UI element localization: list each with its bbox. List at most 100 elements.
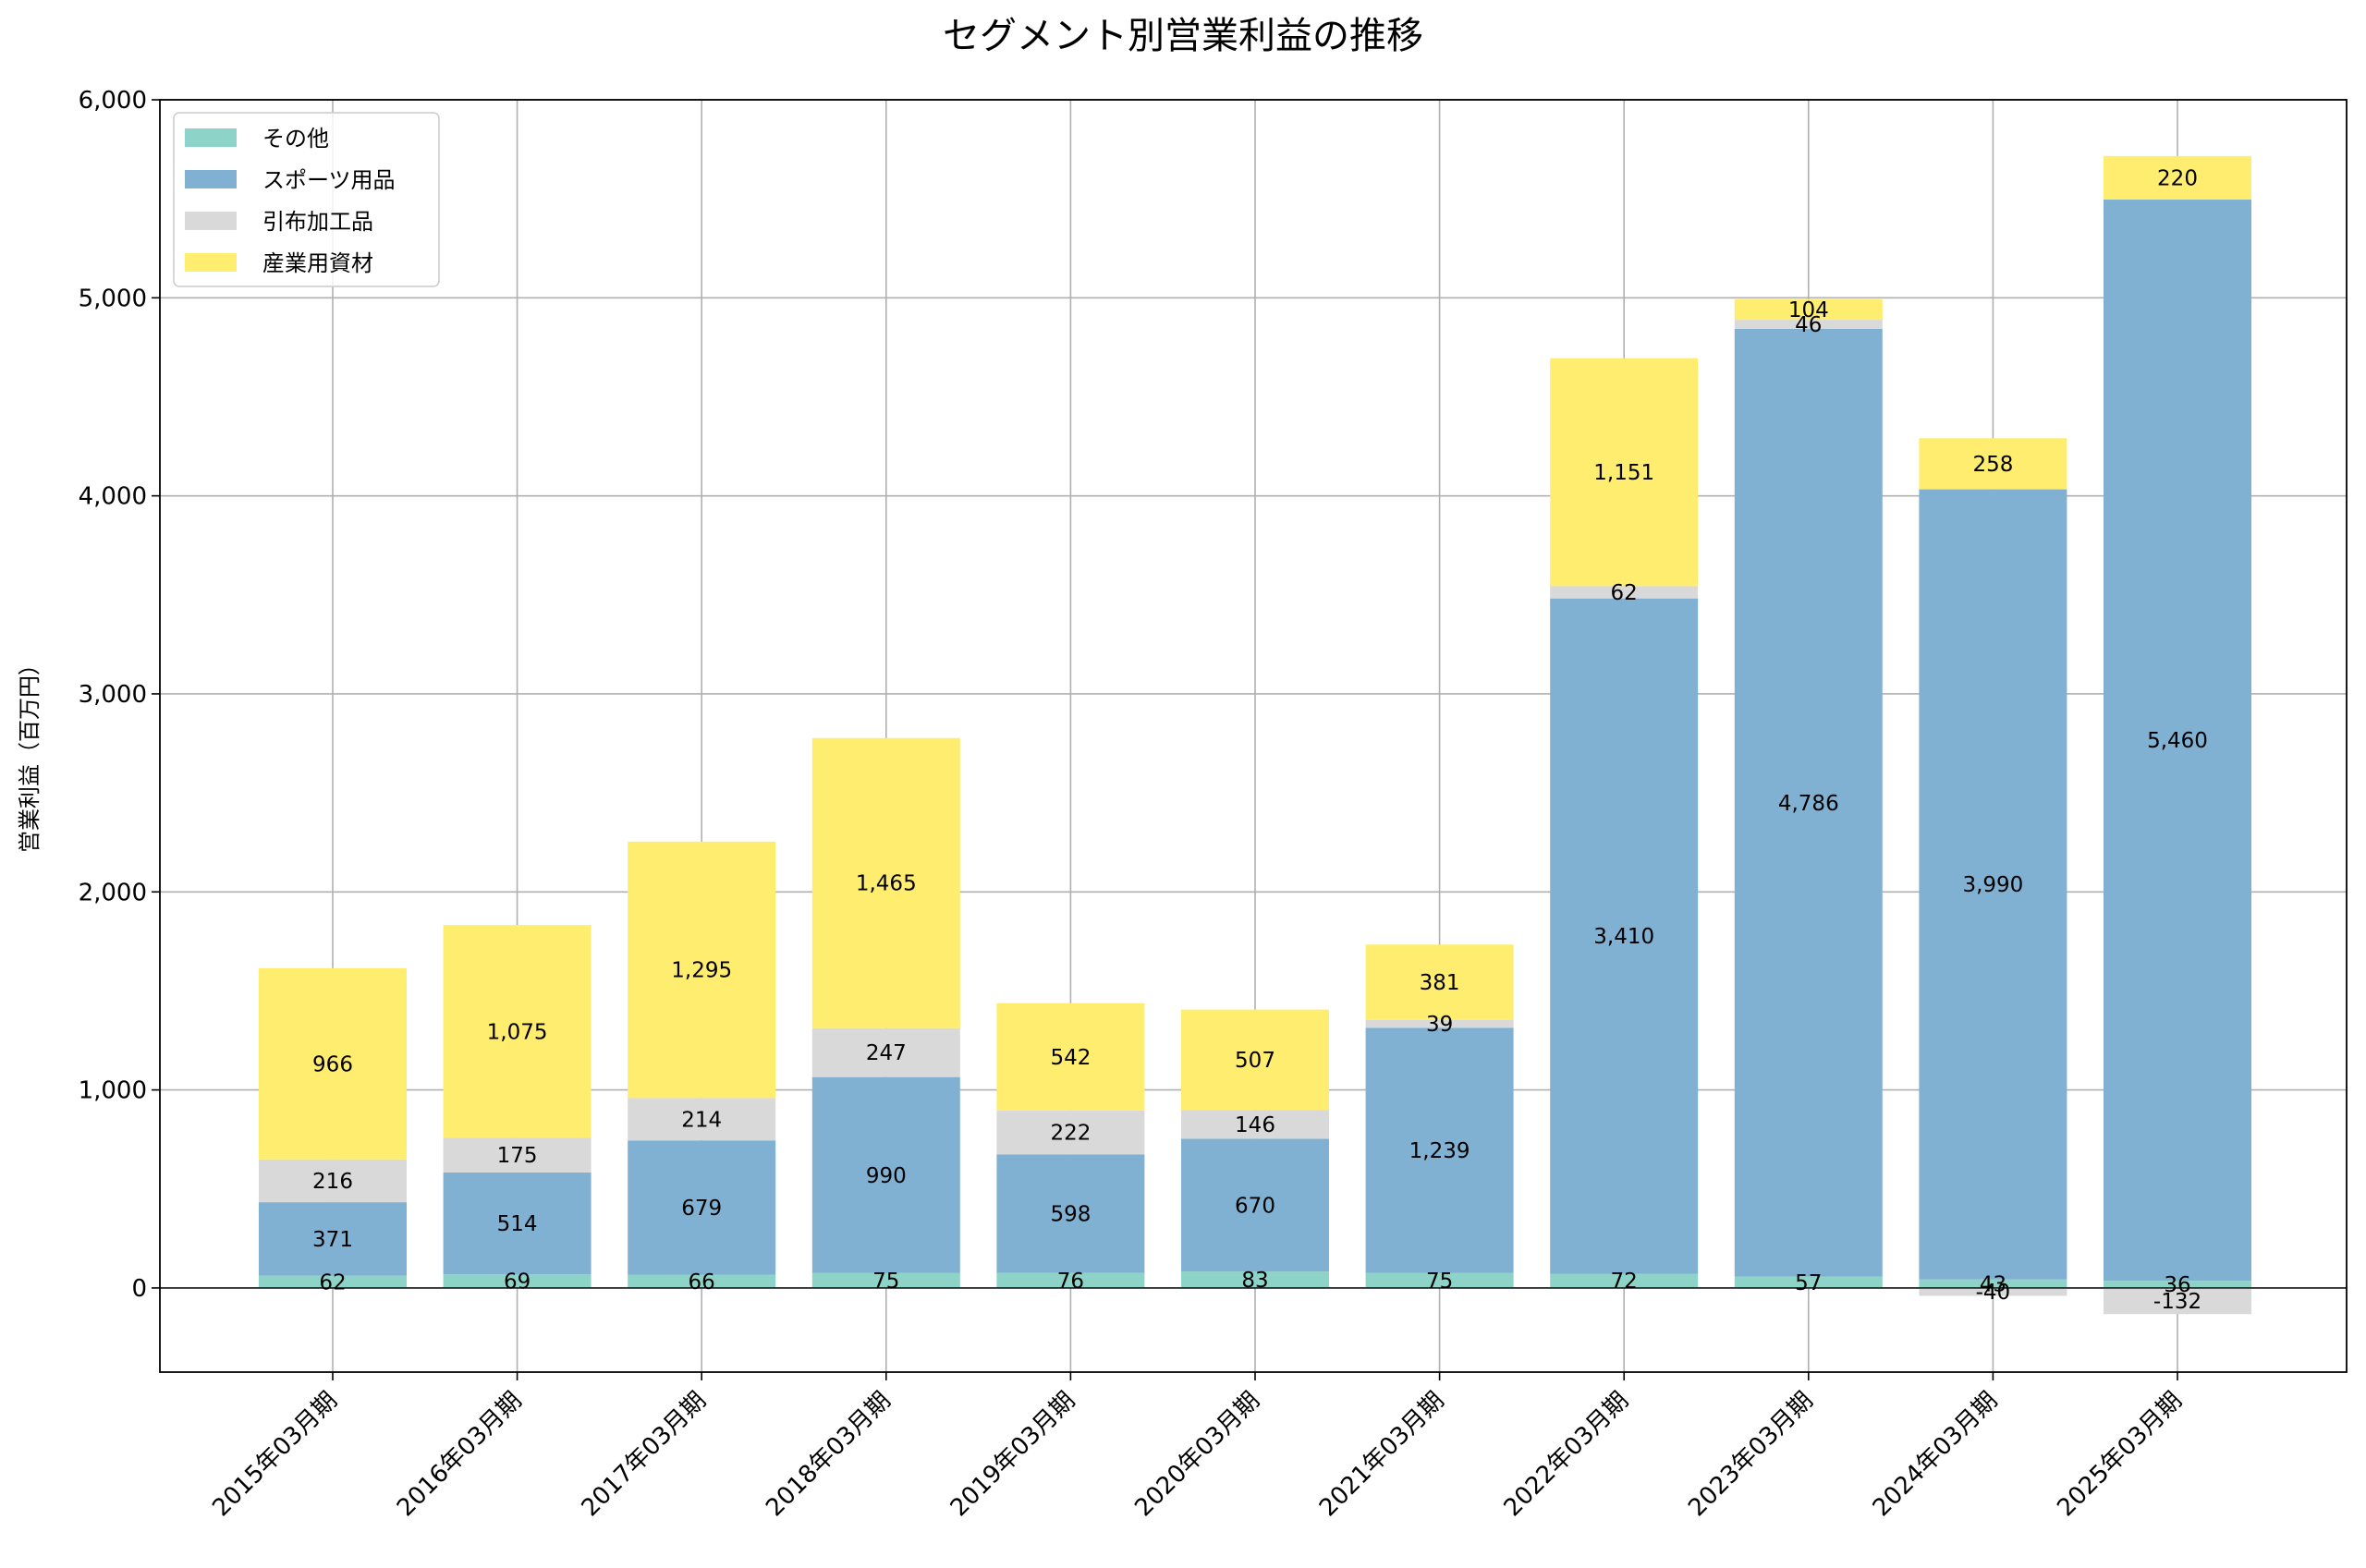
data-label: 146	[1235, 1113, 1275, 1137]
bar-segment	[628, 841, 776, 1099]
bar-segment	[628, 1274, 776, 1288]
data-label: 598	[1050, 1203, 1091, 1227]
bar-segment	[996, 1154, 1145, 1273]
x-tick-label: 2020年03月期	[1129, 1387, 1265, 1523]
data-label: 371	[312, 1228, 353, 1252]
legend-label: スポーツ用品	[262, 167, 396, 193]
data-label: 542	[1050, 1046, 1091, 1070]
data-label: 69	[504, 1270, 531, 1295]
bar-segment	[811, 1272, 960, 1288]
data-label: 381	[1420, 971, 1460, 995]
bar-segment	[1365, 944, 1514, 1020]
bars	[259, 155, 2251, 1315]
bar-segment	[1919, 438, 2067, 490]
legend-label: 引布加工品	[262, 209, 373, 235]
y-tick-label: 6,000	[79, 87, 147, 115]
data-label: 1,151	[1593, 461, 1654, 485]
data-label: 679	[681, 1197, 722, 1221]
data-label: 175	[497, 1144, 538, 1168]
y-tick-label: 0	[131, 1275, 147, 1303]
bar-segment	[2104, 1287, 2251, 1315]
data-labels: 62 69 66 75 76 83 75 72 57 43 36 371 514 679 990 598 670…	[312, 166, 2208, 1314]
data-label: 220	[2157, 166, 2198, 190]
bar-segment	[1550, 358, 1699, 587]
legend-label: その他	[262, 126, 329, 152]
x-tick-label: 2019年03月期	[945, 1387, 1081, 1523]
bar-segment	[1734, 1276, 1883, 1288]
bar-segment	[1181, 1110, 1329, 1139]
data-label: 670	[1235, 1194, 1275, 1218]
bar-segment	[1181, 1138, 1329, 1272]
data-label: 258	[1972, 453, 2013, 477]
bar-segment	[996, 1110, 1145, 1155]
bar-segment	[1734, 298, 1883, 321]
bar-segment	[811, 1076, 960, 1273]
data-label: 514	[497, 1212, 538, 1236]
data-label: 57	[1795, 1271, 1822, 1295]
x-tick-label: 2015年03月期	[207, 1387, 343, 1523]
bar-segment	[1365, 1272, 1514, 1288]
x-tick-label: 2017年03月期	[577, 1387, 713, 1523]
y-tick-label: 1,000	[79, 1077, 147, 1105]
legend-box	[173, 112, 440, 287]
y-tick-label: 2,000	[79, 879, 147, 906]
bar-segment	[1550, 598, 1699, 1274]
legend-label: 産業用資材	[262, 250, 373, 276]
data-label: 216	[312, 1170, 353, 1194]
bar-segment	[628, 1098, 776, 1141]
data-label: 966	[312, 1052, 353, 1076]
bar-segment	[2104, 200, 2251, 1282]
data-label: 3,990	[1962, 873, 2023, 897]
data-label: 214	[681, 1108, 722, 1132]
y-tick-label: 4,000	[79, 483, 147, 511]
y-tick-label: 5,000	[79, 285, 147, 312]
data-label: 3,410	[1593, 925, 1654, 949]
data-label: 1,295	[671, 959, 732, 983]
x-tick-label: 2022年03月期	[1499, 1387, 1635, 1523]
bar-segment	[2104, 1281, 2251, 1288]
data-label: 507	[1235, 1049, 1275, 1073]
x-tick-label: 2025年03月期	[2052, 1387, 2188, 1523]
bar-segment	[1919, 1279, 2067, 1288]
bar-segment	[811, 1027, 960, 1077]
bar-segment	[1919, 1287, 2067, 1296]
bar-segment	[1550, 1273, 1699, 1288]
bar-segment	[259, 1275, 407, 1288]
data-label: 1,075	[487, 1020, 548, 1044]
x-tick-label: 2016年03月期	[392, 1387, 528, 1523]
y-axis-label: 営業利益（百万円）	[17, 653, 43, 853]
data-label: 36	[2164, 1273, 2190, 1297]
data-label: -40	[1976, 1281, 2011, 1305]
data-label: 46	[1795, 313, 1822, 337]
data-label: 5,460	[2147, 729, 2208, 753]
chart-title: セグメント別営業利益の推移	[943, 15, 1423, 57]
bar-segment	[1734, 328, 1883, 1277]
legend-swatch	[185, 212, 237, 230]
data-label: 39	[1426, 1013, 1453, 1037]
data-label: 222	[1050, 1122, 1091, 1146]
bar-segment	[443, 925, 592, 1138]
bar-segment	[259, 1202, 407, 1276]
bar-segment	[259, 967, 407, 1160]
data-label: 1,465	[856, 872, 917, 896]
data-label: 104	[1788, 298, 1829, 322]
bar-segment	[1550, 586, 1699, 599]
bar-segment	[996, 1003, 1145, 1111]
x-tick-label: 2023年03月期	[1683, 1387, 1819, 1523]
bar-segment	[443, 1274, 592, 1288]
data-label: 72	[1611, 1270, 1638, 1294]
bar-segment	[628, 1140, 776, 1275]
legend-swatch	[185, 253, 237, 272]
x-tick-label: 2021年03月期	[1314, 1387, 1450, 1523]
bar-segment	[2104, 155, 2251, 201]
data-label: -132	[2153, 1290, 2201, 1314]
x-tick-label: 2024年03月期	[1868, 1387, 2004, 1523]
bar-segment	[996, 1272, 1145, 1288]
bar-segment	[1734, 320, 1883, 329]
data-label: 247	[866, 1041, 907, 1065]
bar-segment	[443, 1137, 592, 1173]
bar-segment	[259, 1159, 407, 1203]
data-label: 66	[689, 1270, 715, 1295]
